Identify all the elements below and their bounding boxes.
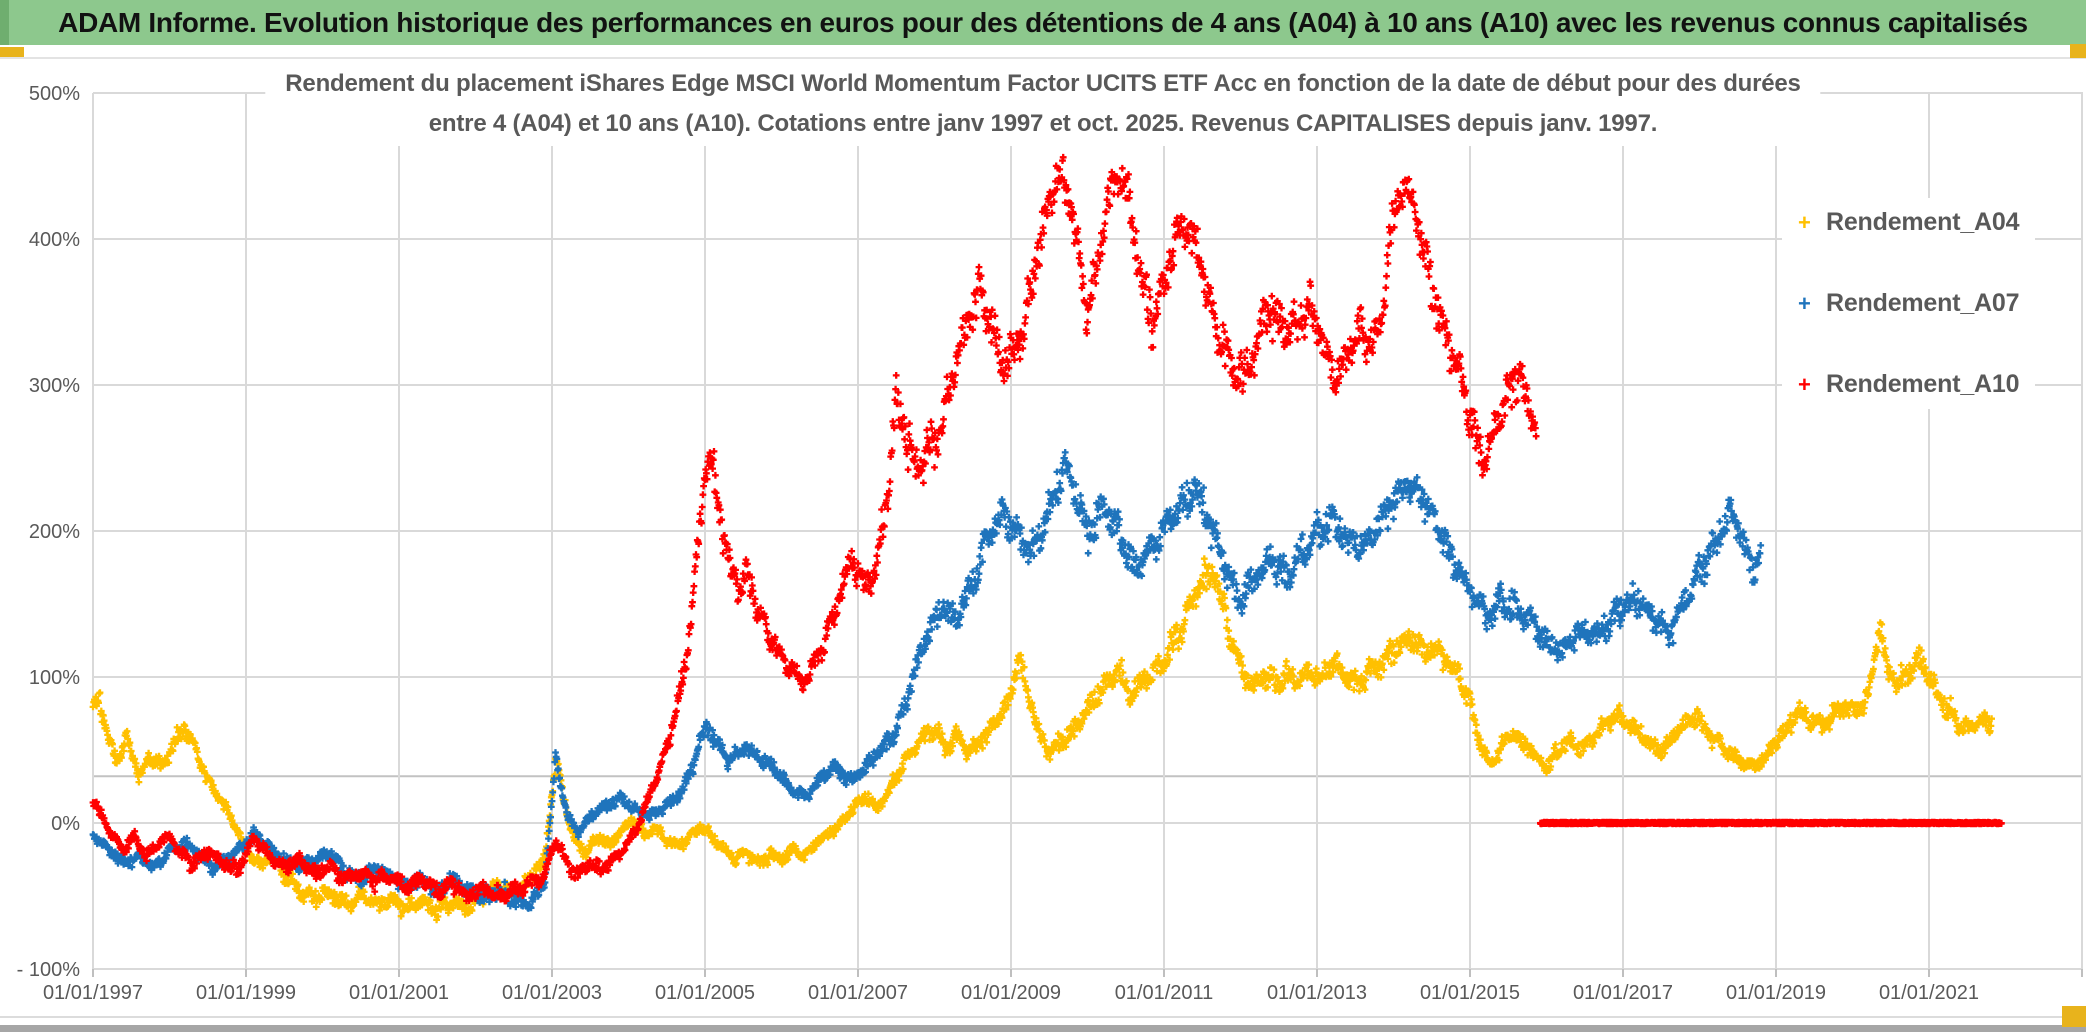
chart-title: Rendement du placement iShares Edge MSCI… bbox=[265, 62, 1821, 146]
y-axis-label: 300% bbox=[29, 375, 80, 397]
chart-title-line1: Rendement du placement iShares Edge MSCI… bbox=[285, 70, 1801, 97]
y-axis-label: 0% bbox=[51, 813, 80, 835]
x-axis-label: 01/01/2007 bbox=[808, 982, 908, 1004]
selection-handle-top-right[interactable] bbox=[2070, 44, 2086, 58]
series-points-rendement_a10 bbox=[89, 153, 1540, 905]
x-axis-label: 01/01/2017 bbox=[1573, 982, 1673, 1004]
plus-marker-icon: + bbox=[1798, 209, 1811, 235]
bottom-scrollbar[interactable] bbox=[0, 1025, 2086, 1032]
series-points-rendement_a07 bbox=[89, 449, 1765, 912]
legend: + Rendement_A04 + Rendement_A07 + Rendem… bbox=[1782, 198, 2036, 409]
legend-label: Rendement_A10 bbox=[1826, 370, 2020, 398]
chart-title-line2: entre 4 (A04) et 10 ans (A10). Cotations… bbox=[428, 110, 1658, 137]
legend-label: Rendement_A04 bbox=[1826, 208, 2020, 236]
legend-label: Rendement_A07 bbox=[1826, 289, 2020, 317]
legend-item-a10[interactable]: + Rendement_A10 bbox=[1798, 370, 2020, 399]
header-title: ADAM Informe. Evolution historique des p… bbox=[58, 6, 2028, 38]
series-flat-segment-rendement_a10 bbox=[1537, 818, 2005, 828]
x-axis-label: 01/01/2015 bbox=[1420, 982, 1520, 1004]
x-axis-label: 01/01/2019 bbox=[1726, 982, 1826, 1004]
plus-marker-icon: + bbox=[1798, 290, 1811, 316]
header-banner: ADAM Informe. Evolution historique des p… bbox=[0, 0, 2086, 45]
header-left-edge bbox=[0, 0, 9, 45]
footer-divider bbox=[0, 1016, 2086, 1018]
x-axis-label: 01/01/2011 bbox=[1115, 982, 1214, 1004]
x-axis-label: 01/01/2013 bbox=[1267, 982, 1367, 1004]
selection-handle-bottom-right[interactable] bbox=[2062, 1006, 2086, 1027]
x-axis-label: 01/01/2001 bbox=[349, 982, 449, 1004]
x-axis-label: 01/01/1997 bbox=[43, 982, 143, 1004]
plus-marker-icon: + bbox=[1798, 371, 1811, 397]
y-axis-label: 500% bbox=[29, 83, 80, 105]
selection-handle-top-left[interactable] bbox=[0, 47, 24, 57]
y-axis-label: 200% bbox=[29, 521, 80, 543]
x-axis-label: 01/01/1999 bbox=[196, 982, 296, 1004]
x-axis-label: 01/01/2021 bbox=[1879, 982, 1979, 1004]
y-axis-label: 400% bbox=[29, 229, 80, 251]
x-axis-label: 01/01/2003 bbox=[502, 982, 602, 1004]
legend-item-a07[interactable]: + Rendement_A07 bbox=[1798, 289, 2020, 318]
y-axis-label: 100% bbox=[29, 667, 80, 689]
y-axis-label: - 100% bbox=[17, 959, 81, 981]
header-divider bbox=[0, 57, 2086, 59]
legend-item-a04[interactable]: + Rendement_A04 bbox=[1798, 208, 2020, 237]
x-axis-label: 01/01/2009 bbox=[961, 982, 1061, 1004]
x-axis-label: 01/01/2005 bbox=[655, 982, 755, 1004]
